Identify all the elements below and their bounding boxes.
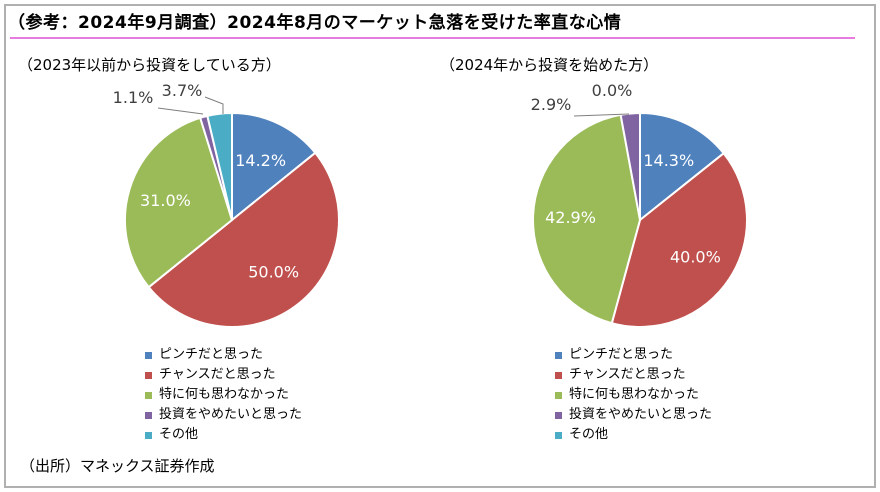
page-title: （参考：2024年9月調査）2024年8月のマーケット急落を受けた率直な心情	[8, 13, 622, 33]
pie-slice	[231, 111, 317, 223]
legend-label: チャンスだと思った	[569, 367, 686, 382]
data-label: 14.2%	[235, 151, 286, 170]
legend-label: 投資をやめたいと思った	[159, 407, 303, 422]
legend-swatch	[145, 431, 152, 439]
data-label: 0.0%	[592, 81, 633, 100]
data-label: 31.0%	[140, 191, 191, 210]
legend-swatch	[555, 351, 562, 359]
data-label: 42.9%	[545, 208, 596, 227]
legend-item: 投資をやめたいと思った	[145, 405, 302, 425]
legend-item: 投資をやめたいと思った	[555, 405, 712, 425]
chart1-legend: ピンチだと思った チャンスだと思った 特に何も思わなかった 投資をやめたいと思っ…	[145, 345, 302, 445]
pie-chart-1: 14.2% 50.0% 31.0% 1.1% 3.7%	[113, 81, 340, 328]
legend-item: ピンチだと思った	[555, 345, 712, 365]
data-label: 1.1%	[113, 88, 154, 107]
data-label: 14.3%	[643, 151, 694, 170]
legend-swatch	[555, 371, 562, 379]
legend-swatch	[555, 411, 562, 419]
pie-slice	[532, 113, 642, 325]
legend-item: 特に何も思わなかった	[145, 385, 302, 405]
legend-item: ピンチだと思った	[145, 345, 302, 365]
legend-label: ピンチだと思った	[569, 347, 674, 362]
legend-label: 特に何も思わなかった	[569, 387, 700, 402]
pie-slice	[639, 111, 726, 223]
leader-line	[204, 96, 224, 114]
data-label: 3.7%	[162, 81, 203, 100]
pie-chart-2: 14.3% 40.0% 42.9% 2.9% 0.0%	[531, 81, 748, 328]
chart2-legend: ピンチだと思った チャンスだと思った 特に何も思わなかった 投資をやめたいと思っ…	[555, 345, 712, 445]
data-label: 40.0%	[670, 247, 721, 266]
legend-label: その他	[159, 427, 199, 442]
legend-swatch	[555, 391, 562, 399]
legend-label: チャンスだと思った	[159, 367, 276, 382]
legend-item: 特に何も思わなかった	[555, 385, 712, 405]
title-underline	[10, 37, 855, 39]
legend-item: チャンスだと思った	[145, 365, 302, 385]
pie-slice	[610, 151, 748, 328]
legend-label: 特に何も思わなかった	[159, 387, 290, 402]
legend-label: ピンチだと思った	[159, 347, 264, 362]
leader-line	[573, 113, 630, 117]
legend-swatch	[555, 431, 562, 439]
data-label: 2.9%	[531, 95, 572, 114]
legend-swatch	[145, 371, 152, 379]
legend-swatch	[145, 391, 152, 399]
legend-item: その他	[555, 425, 712, 445]
pie-slice	[147, 151, 340, 328]
leader-line	[157, 107, 204, 115]
pie-slice	[124, 116, 234, 289]
source-note: （出所）マネックス証券作成	[20, 457, 215, 475]
legend-swatch	[145, 351, 152, 359]
chart2-title: （2024年から投資を始めた方）	[440, 56, 659, 74]
legend-swatch	[145, 411, 152, 419]
legend-label: その他	[569, 427, 609, 442]
legend-item: その他	[145, 425, 302, 445]
legend-item: チャンスだと思った	[555, 365, 712, 385]
data-label: 50.0%	[248, 263, 299, 282]
pie-slice	[206, 111, 233, 221]
legend-label: 投資をやめたいと思った	[569, 407, 713, 422]
chart1-title: （2023年以前から投資をしている方）	[18, 56, 281, 74]
